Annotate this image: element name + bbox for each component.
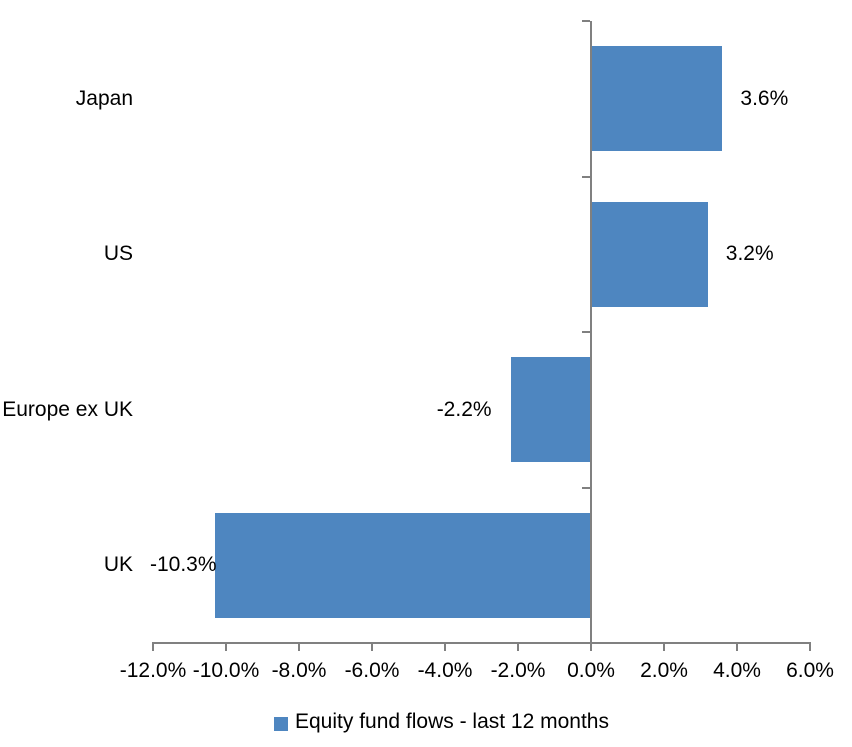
data-label-uk: -10.3% [150,553,217,577]
bar-japan [591,46,723,152]
category-label-us: US [103,242,133,266]
category-label-europe-ex-uk: Europe ex UK [2,397,133,421]
x-tick-label: -10.0% [192,659,260,682]
x-axis-line [152,642,811,644]
bar-uk [215,512,591,618]
x-axis-tick [590,644,592,651]
x-axis-tick [809,644,811,651]
x-axis-tick [225,644,227,651]
y-axis-tick [582,486,590,489]
x-axis-tick [663,644,665,651]
y-axis-line [590,21,592,643]
data-label-us: 3.2% [725,242,774,266]
data-label-europe-ex-uk: -2.2% [436,397,492,421]
x-axis-tick [736,644,738,651]
x-tick-label: -12.0% [119,659,187,682]
bar-europe-ex-uk [510,357,591,463]
category-label-uk: UK [103,553,133,577]
x-tick-label: 6.0% [786,659,834,682]
legend-label: Equity fund flows - last 12 months [295,710,609,733]
legend-swatch-icon [274,716,288,731]
data-label-japan: 3.6% [740,86,789,110]
x-tick-label: -6.0% [344,659,400,682]
y-axis-tick [582,331,590,333]
x-axis-tick [371,644,373,651]
x-tick-label: -2.0% [490,659,546,682]
x-tick-label: 0.0% [567,659,615,682]
x-axis-tick [444,644,446,651]
y-axis-tick [582,175,590,178]
x-tick-label: -4.0% [417,659,473,682]
x-tick-label: 4.0% [713,659,761,682]
x-tick-label: 2.0% [640,659,688,682]
y-axis-tick [582,20,590,22]
legend: Equity fund flows - last 12 months [274,709,609,735]
x-axis-tick [152,644,154,651]
category-label-japan: Japan [75,86,133,110]
x-axis-tick [517,644,519,651]
x-tick-label: -8.0% [271,659,327,682]
bar-us [591,201,708,307]
x-axis-tick [298,644,300,651]
